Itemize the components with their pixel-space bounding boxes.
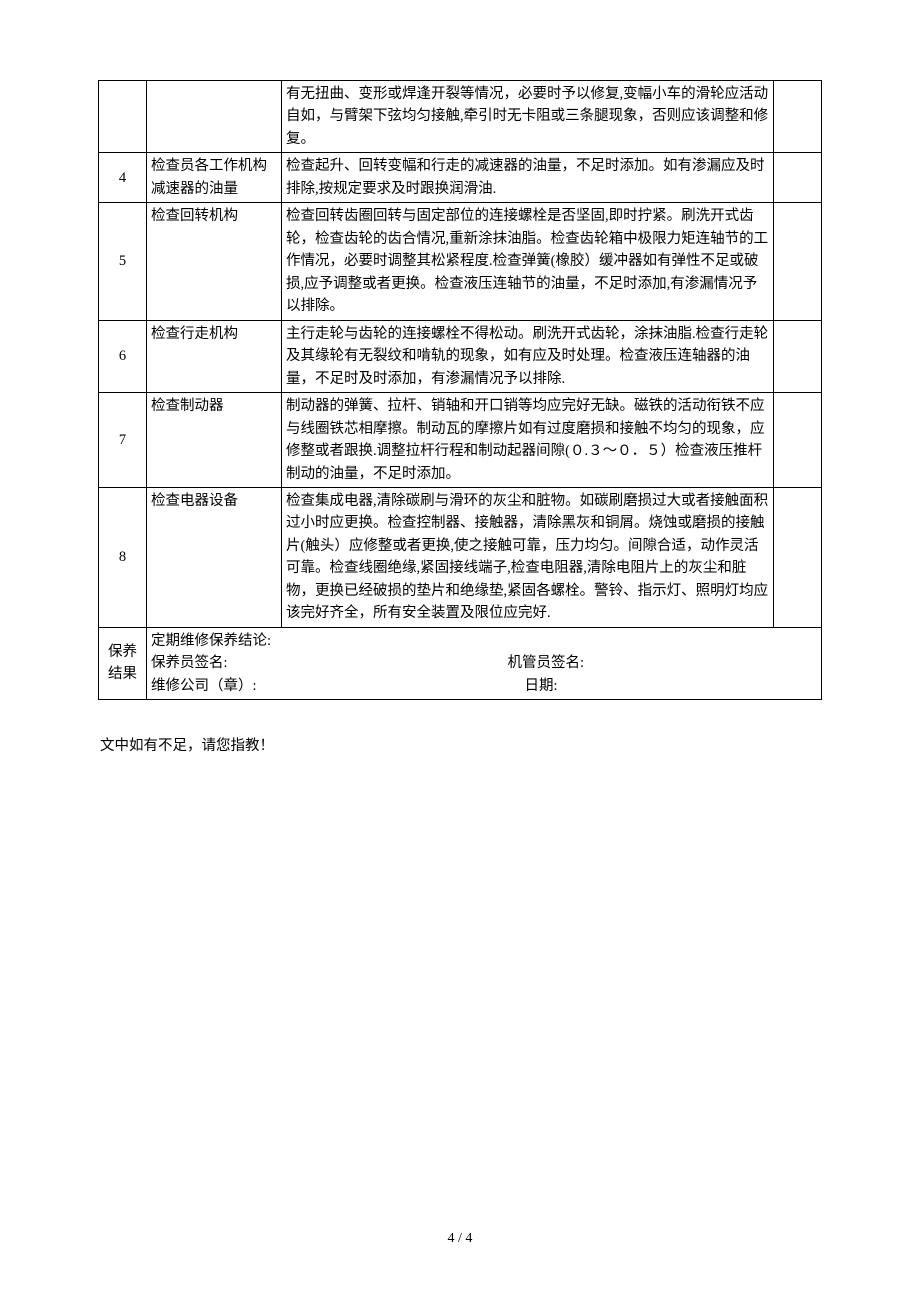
row-number-cell: 5 <box>99 203 147 320</box>
row-desc-cell: 有无扭曲、变形或焊逢开裂等情况，必要时予以修复,变幅小车的滑轮应活动自如，与臂架… <box>282 81 774 153</box>
row-number-cell <box>99 81 147 153</box>
row-item-cell <box>147 81 282 153</box>
table-row: 4 检查员各工作机构减速器的油量 检查起升、回转变幅和行走的减速器的油量，不足时… <box>99 153 822 203</box>
row-item-cell: 检查制动器 <box>147 393 282 488</box>
row-number-cell: 8 <box>99 487 147 627</box>
footer-sig-line-1: 保养员签名: 机管员签名: <box>151 652 817 674</box>
table-row: 7 检查制动器 制动器的弹簧、拉杆、销轴和开口销等均应完好无缺。磁铁的活动衔铁不… <box>99 393 822 488</box>
row-desc-cell: 检查起升、回转变幅和行走的减速器的油量，不足时添加。如有渗漏应及时排除,按规定要… <box>282 153 774 203</box>
row-result-cell <box>774 153 822 203</box>
row-desc-cell: 主行走轮与齿轮的连接螺栓不得松动。刷洗开式齿轮，涂抹油脂.检查行走轮及其缘轮有无… <box>282 320 774 392</box>
table-row: 有无扭曲、变形或焊逢开裂等情况，必要时予以修复,变幅小车的滑轮应活动自如，与臂架… <box>99 81 822 153</box>
manager-signature-label: 机管员签名: <box>508 652 585 674</box>
row-result-cell <box>774 81 822 153</box>
row-item-cell: 检查行走机构 <box>147 320 282 392</box>
page-number: 4 / 4 <box>0 1231 920 1247</box>
row-item-cell: 检查回转机构 <box>147 203 282 320</box>
footer-content-cell: 定期维修保养结论: 保养员签名: 机管员签名: 维修公司（章）: 日期: <box>147 627 822 699</box>
table-footer-row: 保养 结果 定期维修保养结论: 保养员签名: 机管员签名: 维修公司（章）: 日… <box>99 627 822 699</box>
footer-label-cell: 保养 结果 <box>99 627 147 699</box>
row-result-cell <box>774 487 822 627</box>
date-label: 日期: <box>525 675 558 697</box>
row-item-cell: 检查员各工作机构减速器的油量 <box>147 153 282 203</box>
footer-conclusion: 定期维修保养结论: <box>151 630 817 652</box>
footer-label-line2: 结果 <box>108 666 137 682</box>
footer-sig-line-2: 维修公司（章）: 日期: <box>151 675 817 697</box>
row-desc-cell: 检查集成电器,清除碳刷与滑环的灰尘和脏物。如碳刷磨损过大或者接触面积过小时应更换… <box>282 487 774 627</box>
table-row: 6 检查行走机构 主行走轮与齿轮的连接螺栓不得松动。刷洗开式齿轮，涂抹油脂.检查… <box>99 320 822 392</box>
table-row: 8 检查电器设备 检查集成电器,清除碳刷与滑环的灰尘和脏物。如碳刷磨损过大或者接… <box>99 487 822 627</box>
row-result-cell <box>774 320 822 392</box>
maintenance-table: 有无扭曲、变形或焊逢开裂等情况，必要时予以修复,变幅小车的滑轮应活动自如，与臂架… <box>98 80 822 700</box>
table-row: 5 检查回转机构 检查回转齿圈回转与固定部位的连接螺栓是否坚固,即时拧紧。刷洗开… <box>99 203 822 320</box>
row-item-cell: 检查电器设备 <box>147 487 282 627</box>
row-desc-cell: 检查回转齿圈回转与固定部位的连接螺栓是否坚固,即时拧紧。刷洗开式齿轮，检查齿轮的… <box>282 203 774 320</box>
row-desc-cell: 制动器的弹簧、拉杆、销轴和开口销等均应完好无缺。磁铁的活动衔铁不应与线圈铁芯相摩… <box>282 393 774 488</box>
company-seal-label: 维修公司（章）: <box>151 675 257 697</box>
row-number-cell: 7 <box>99 393 147 488</box>
row-result-cell <box>774 203 822 320</box>
footer-label-line1: 保养 <box>108 644 137 660</box>
page-container: 有无扭曲、变形或焊逢开裂等情况，必要时予以修复,变幅小车的滑轮应活动自如，与臂架… <box>0 0 920 755</box>
row-number-cell: 4 <box>99 153 147 203</box>
footnote-text: 文中如有不足，请您指教！ <box>98 734 822 755</box>
maintainer-signature-label: 保养员签名: <box>151 652 228 674</box>
row-number-cell: 6 <box>99 320 147 392</box>
row-result-cell <box>774 393 822 488</box>
